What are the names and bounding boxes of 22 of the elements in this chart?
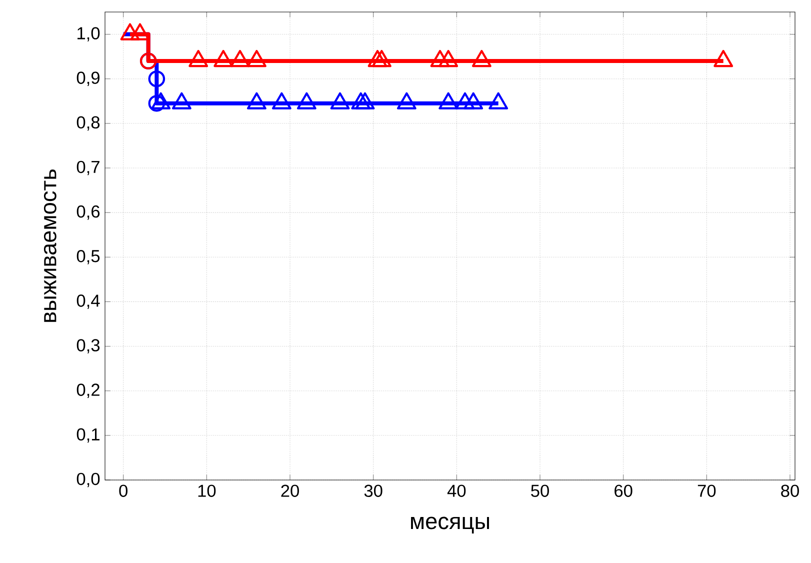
x-axis-title: месяцы — [411, 516, 489, 534]
x-tick-label: 0 — [119, 484, 128, 497]
x-tick-label: 70 — [698, 484, 716, 497]
y-tick-label: 0,3 — [76, 339, 100, 354]
y-tick-label: 0,2 — [76, 384, 100, 398]
x-tick-label: 30 — [364, 484, 382, 497]
y-tick-label: 0,4 — [76, 294, 100, 309]
x-tick-label: 20 — [281, 484, 299, 497]
x-tick-label: 50 — [531, 484, 549, 497]
y-axis-title: выживаемость — [44, 169, 56, 322]
x-tick-label: 40 — [447, 484, 466, 497]
y-tick-label: 0,5 — [76, 250, 100, 264]
y-tick-label: 0,8 — [76, 116, 100, 131]
x-tick-label: 60 — [614, 484, 632, 497]
y-tick-label: 0,0 — [76, 472, 100, 488]
y-tick-label: 0,9 — [76, 72, 100, 86]
x-tick-label: 10 — [198, 484, 216, 497]
y-tick-label: 0,7 — [76, 160, 100, 176]
y-tick-label: 1,0 — [78, 27, 100, 42]
x-tick-label: 80 — [781, 484, 799, 497]
y-tick-label: 0,6 — [76, 205, 100, 220]
y-tick-label: 0,1 — [76, 428, 100, 443]
